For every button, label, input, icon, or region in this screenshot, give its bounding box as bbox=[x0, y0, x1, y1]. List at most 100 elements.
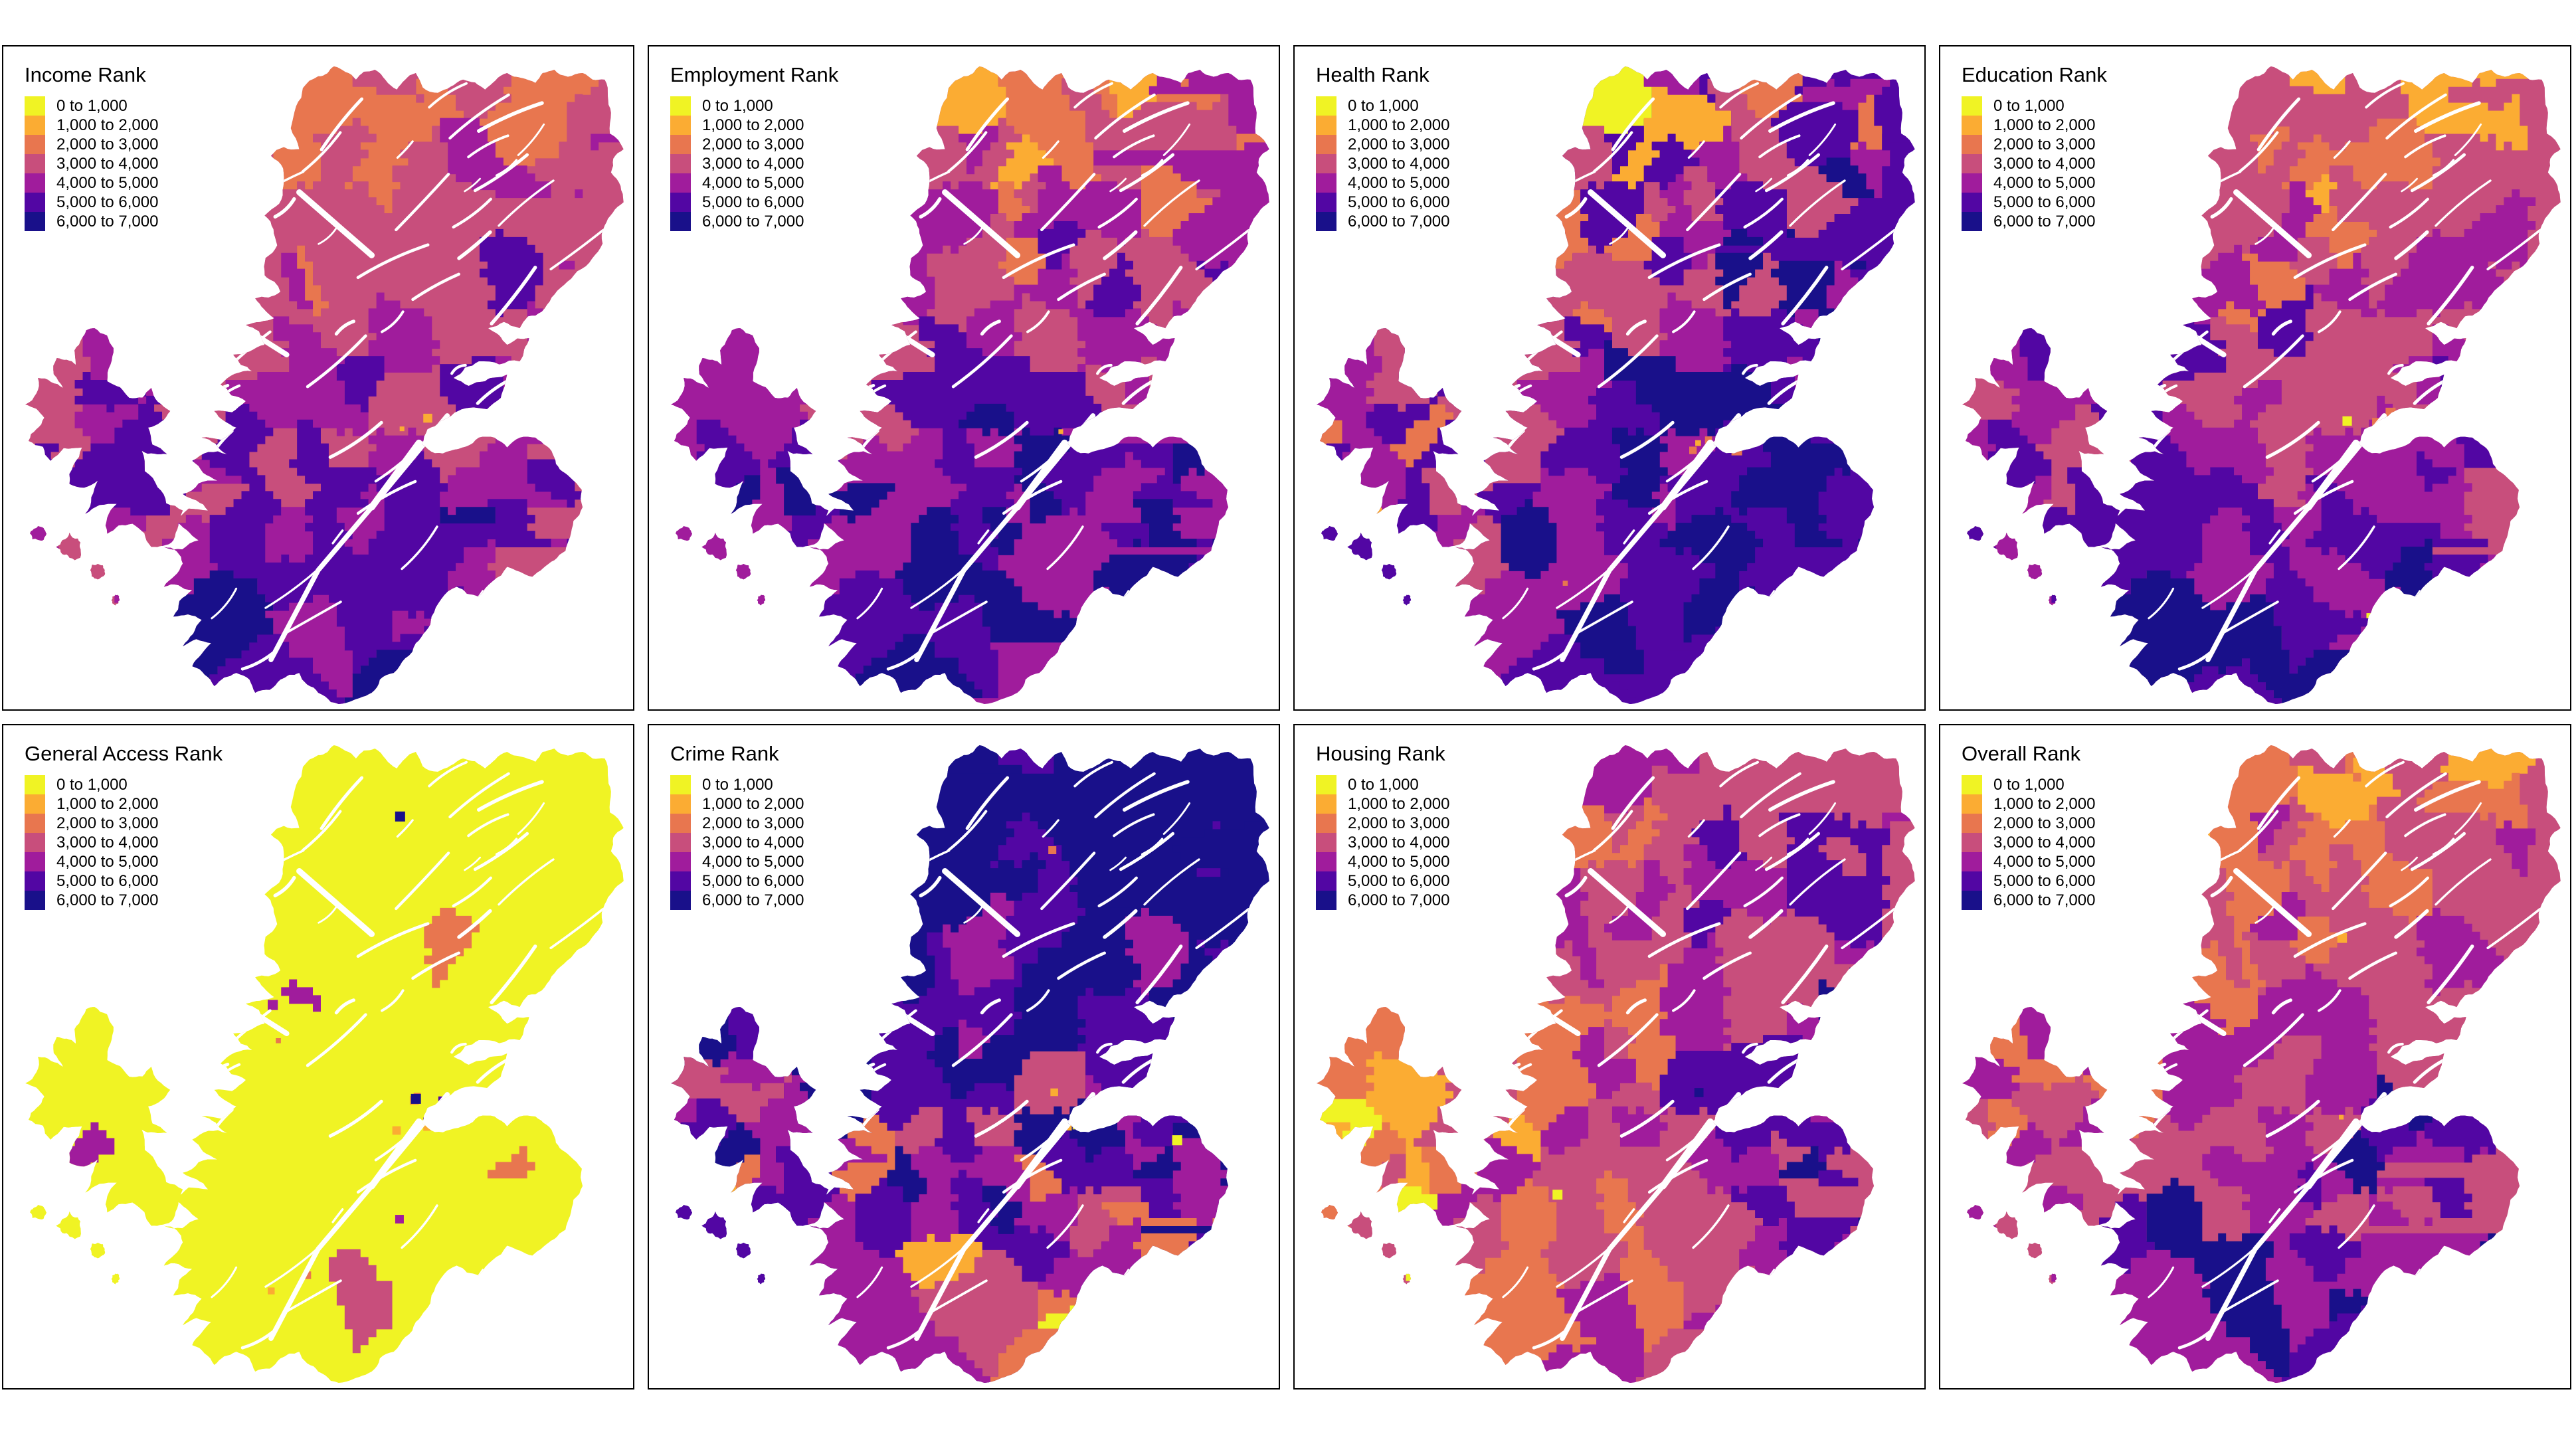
legend-swatch bbox=[1316, 116, 1336, 135]
legend-label: 5,000 to 6,000 bbox=[1348, 872, 1450, 891]
legend-label: 5,000 to 6,000 bbox=[702, 193, 804, 212]
legend-list: 0 to 1,000 1,000 to 2,000 2,000 to 3,000 3,… bbox=[25, 96, 159, 232]
legend-item: 1,000 to 2,000 bbox=[1962, 794, 2095, 814]
legend-swatch bbox=[1962, 871, 1982, 891]
legend-label: 5,000 to 6,000 bbox=[1993, 193, 2096, 212]
legend-label: 0 to 1,000 bbox=[702, 776, 773, 794]
legend-swatch bbox=[25, 116, 45, 135]
legend-list: 0 to 1,000 1,000 to 2,000 2,000 to 3,000 3,… bbox=[1962, 96, 2107, 232]
legend-label: 3,000 to 4,000 bbox=[1348, 155, 1450, 173]
legend-item: 3,000 to 4,000 bbox=[25, 154, 158, 174]
legend-item: 6,000 to 7,000 bbox=[25, 212, 159, 232]
legend-swatch bbox=[1316, 193, 1336, 213]
panel-housing-rank: Housing Rank 0 to 1,000 1,000 to 2,000 2,0… bbox=[1293, 724, 1926, 1390]
legend-swatch bbox=[670, 173, 691, 193]
legend-swatch bbox=[1962, 891, 1982, 911]
legend-swatch bbox=[670, 794, 691, 814]
legend-item: 0 to 1,000 bbox=[670, 96, 838, 116]
legend-label: 6,000 to 7,000 bbox=[702, 891, 804, 910]
legend-item: 6,000 to 7,000 bbox=[25, 891, 223, 911]
legend-item: 6,000 to 7,000 bbox=[670, 891, 804, 911]
legend-swatch bbox=[1316, 794, 1336, 814]
legend-item: 5,000 to 6,000 bbox=[670, 193, 838, 213]
panel-income-rank: Income Rank 0 to 1,000 1,000 to 2,000 2,00… bbox=[2, 45, 634, 711]
panel-employment-rank: Employment Rank 0 to 1,000 1,000 to 2,000… bbox=[648, 45, 1280, 711]
legend-swatch bbox=[1316, 135, 1336, 155]
legend-label: 4,000 to 5,000 bbox=[1993, 853, 2096, 871]
panel-title: General Access Rank bbox=[25, 742, 223, 765]
legend-item: 3,000 to 4,000 bbox=[1962, 154, 2107, 174]
legend-label: 0 to 1,000 bbox=[1993, 97, 2065, 116]
legend-label: 4,000 to 5,000 bbox=[1348, 174, 1450, 193]
map-legend: Housing Rank 0 to 1,000 1,000 to 2,000 2,0… bbox=[1316, 742, 1450, 911]
legend-item: 0 to 1,000 bbox=[25, 775, 223, 795]
legend-label: 6,000 to 7,000 bbox=[1348, 213, 1450, 231]
legend-label: 0 to 1,000 bbox=[1348, 776, 1419, 794]
legend-label: 4,000 to 5,000 bbox=[702, 853, 804, 871]
legend-swatch bbox=[670, 833, 691, 853]
legend-label: 5,000 to 6,000 bbox=[56, 872, 159, 891]
legend-item: 3,000 to 4,000 bbox=[1316, 833, 1449, 853]
legend-item: 6,000 to 7,000 bbox=[1962, 891, 2095, 911]
legend-swatch bbox=[1962, 852, 1982, 872]
legend-swatch bbox=[670, 814, 691, 834]
legend-swatch bbox=[670, 891, 691, 911]
map-legend: Overall Rank 0 to 1,000 1,000 to 2,000 2,0… bbox=[1962, 742, 2096, 911]
panel-general-access-rank: General Access Rank 0 to 1,000 1,000 to 2… bbox=[2, 724, 634, 1390]
legend-swatch bbox=[670, 871, 691, 891]
legend-list: 0 to 1,000 1,000 to 2,000 2,000 to 3,000 3,… bbox=[670, 96, 838, 232]
legend-item: 1,000 to 2,000 bbox=[1316, 794, 1449, 814]
panel-title: Housing Rank bbox=[1316, 742, 1445, 765]
legend-swatch bbox=[670, 116, 691, 135]
legend-label: 6,000 to 7,000 bbox=[56, 213, 159, 231]
legend-item: 5,000 to 6,000 bbox=[1316, 193, 1449, 213]
map-legend: Employment Rank 0 to 1,000 1,000 to 2,000… bbox=[670, 63, 839, 232]
legend-item: 5,000 to 6,000 bbox=[1316, 871, 1449, 891]
legend-swatch bbox=[1962, 193, 1982, 213]
legend-label: 3,000 to 4,000 bbox=[56, 834, 159, 852]
panel-title: Overall Rank bbox=[1962, 742, 2081, 765]
legend-label: 1,000 to 2,000 bbox=[1348, 116, 1450, 135]
map-legend: Health Rank 0 to 1,000 1,000 to 2,000 2,00… bbox=[1316, 63, 1450, 232]
map-legend: Crime Rank 0 to 1,000 1,000 to 2,000 2,000… bbox=[670, 742, 804, 911]
choropleth-map-5 bbox=[671, 745, 1269, 1384]
map-legend: Income Rank 0 to 1,000 1,000 to 2,000 2,00… bbox=[25, 63, 159, 232]
legend-item: 2,000 to 3,000 bbox=[25, 135, 159, 155]
panel-education-rank: Education Rank 0 to 1,000 1,000 to 2,000 2… bbox=[1939, 45, 2571, 711]
legend-label: 1,000 to 2,000 bbox=[56, 795, 159, 814]
legend-label: 3,000 to 4,000 bbox=[1993, 834, 2096, 852]
legend-item: 6,000 to 7,000 bbox=[1962, 212, 2107, 232]
panel-title: Employment Rank bbox=[670, 63, 839, 86]
legend-item: 5,000 to 6,000 bbox=[1962, 871, 2095, 891]
legend-label: 2,000 to 3,000 bbox=[1348, 814, 1450, 833]
legend-label: 2,000 to 3,000 bbox=[1993, 135, 2096, 154]
legend-label: 4,000 to 5,000 bbox=[56, 853, 159, 871]
legend-item: 1,000 to 2,000 bbox=[670, 794, 804, 814]
legend-list: 0 to 1,000 1,000 to 2,000 2,000 to 3,000 3,… bbox=[1316, 96, 1450, 232]
legend-list: 0 to 1,000 1,000 to 2,000 2,000 to 3,000 3,… bbox=[1962, 775, 2096, 911]
legend-swatch bbox=[1962, 154, 1982, 174]
legend-label: 1,000 to 2,000 bbox=[702, 116, 804, 135]
legend-label: 2,000 to 3,000 bbox=[56, 135, 159, 154]
legend-swatch bbox=[1316, 173, 1336, 193]
legend-swatch bbox=[1316, 775, 1336, 795]
legend-label: 5,000 to 6,000 bbox=[702, 872, 804, 891]
legend-swatch bbox=[1316, 814, 1336, 834]
panel-health-rank: Health Rank 0 to 1,000 1,000 to 2,000 2,00… bbox=[1293, 45, 1926, 711]
legend-swatch bbox=[25, 173, 45, 193]
legend-label: 2,000 to 3,000 bbox=[702, 135, 804, 154]
legend-label: 5,000 to 6,000 bbox=[56, 193, 159, 212]
legend-label: 1,000 to 2,000 bbox=[1993, 795, 2096, 814]
legend-item: 2,000 to 3,000 bbox=[1316, 135, 1449, 155]
legend-swatch bbox=[1316, 96, 1336, 116]
choropleth-map-1 bbox=[671, 66, 1269, 705]
legend-item: 1,000 to 2,000 bbox=[1316, 116, 1449, 135]
legend-swatch bbox=[25, 852, 45, 872]
legend-item: 0 to 1,000 bbox=[1962, 775, 2095, 795]
legend-item: 3,000 to 4,000 bbox=[670, 833, 804, 853]
legend-swatch bbox=[25, 154, 45, 174]
legend-label: 1,000 to 2,000 bbox=[1993, 116, 2096, 135]
legend-label: 1,000 to 2,000 bbox=[1348, 795, 1450, 814]
legend-item: 4,000 to 5,000 bbox=[1316, 852, 1449, 872]
legend-swatch bbox=[1316, 852, 1336, 872]
